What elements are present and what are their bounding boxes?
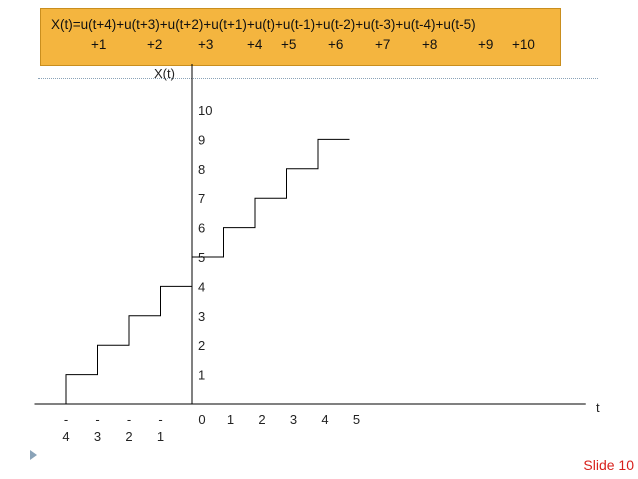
x-tick-label: -4	[62, 412, 69, 444]
y-tick-label: 8	[198, 162, 205, 177]
x-tick-label: 2	[258, 412, 265, 427]
formula-coefficient: +4	[247, 37, 263, 52]
x-tick-label: -1	[157, 412, 164, 444]
x-tick-label: -2	[125, 412, 132, 444]
formula-coefficients: +1 +2 +3 +4 +5 +6 +7 +8 +9 +10	[41, 37, 560, 57]
x-tick-label: 1	[227, 412, 234, 427]
formula-text: X(t)=u(t+4)+u(t+3)+u(t+2)+u(t+1)+u(t)+u(…	[51, 17, 476, 32]
formula-coefficient: +8	[422, 37, 438, 52]
y-tick-label: 9	[198, 132, 205, 147]
x-tick-label: 3	[290, 412, 297, 427]
y-tick-label: 2	[198, 338, 205, 353]
x-tick-label: 5	[353, 412, 360, 427]
x-tick-label: 4	[321, 412, 328, 427]
formula-coefficient: +7	[375, 37, 391, 52]
y-tick-label: 3	[198, 309, 205, 324]
x-tick-label: 0	[198, 412, 205, 427]
y-tick-label: 4	[198, 279, 205, 294]
formula-coefficient: +2	[147, 37, 163, 52]
separator-line	[38, 78, 598, 79]
formula-coefficient: +3	[198, 37, 214, 52]
y-tick-label: 1	[198, 368, 205, 383]
y-tick-label: 7	[198, 191, 205, 206]
formula-coefficient: +10	[512, 37, 535, 52]
formula-box: X(t)=u(t+4)+u(t+3)+u(t+2)+u(t+1)+u(t)+u(…	[40, 8, 561, 66]
formula-coefficient: +9	[478, 37, 494, 52]
y-tick-label: 10	[198, 103, 212, 118]
formula-coefficient: +1	[91, 37, 107, 52]
formula-coefficient: +5	[281, 37, 297, 52]
step-series-line	[65, 138, 350, 404]
formula-coefficient: +6	[328, 37, 344, 52]
slide-number: Slide 10	[583, 457, 634, 473]
y-tick-label: 6	[198, 221, 205, 236]
y-axis-label: X(t)	[154, 66, 175, 81]
x-tick-label: -3	[94, 412, 101, 444]
x-axis-label: t	[596, 400, 600, 415]
triangle-right-icon[interactable]	[30, 450, 37, 460]
